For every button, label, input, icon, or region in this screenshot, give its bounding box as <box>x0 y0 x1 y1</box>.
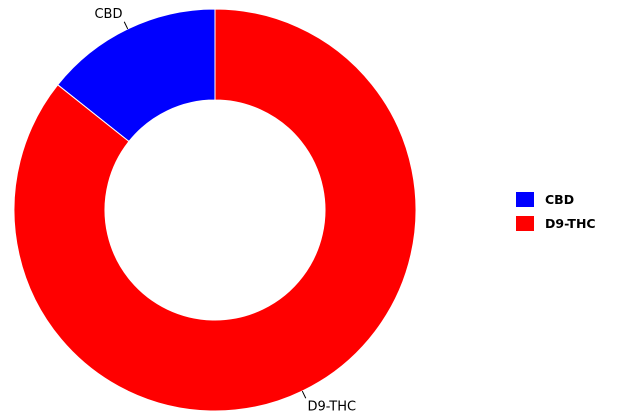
legend-label-d9-thc: D9-THC <box>545 215 596 231</box>
legend-swatch-cbd <box>516 191 534 207</box>
slice-label-d9-thc: D9-THC <box>308 400 357 415</box>
legend-swatch-d9-thc <box>516 215 534 231</box>
legend-label-cbd: CBD <box>545 191 575 207</box>
legend-item-d9-thc[interactable]: D9-THC <box>516 212 596 234</box>
leader-line-d9-thc <box>301 390 307 399</box>
slices-layer <box>13 8 417 412</box>
slice-label-cbd: CBD <box>94 7 122 22</box>
chart-legend: CBD D9-THC <box>516 188 596 236</box>
leader-lines-layer <box>123 21 307 399</box>
leader-line-cbd <box>123 21 129 30</box>
slice-labels-layer: CBD D9-THC <box>94 7 356 415</box>
slice-d9-thc[interactable] <box>13 8 417 412</box>
legend-item-cbd[interactable]: CBD <box>516 188 596 210</box>
